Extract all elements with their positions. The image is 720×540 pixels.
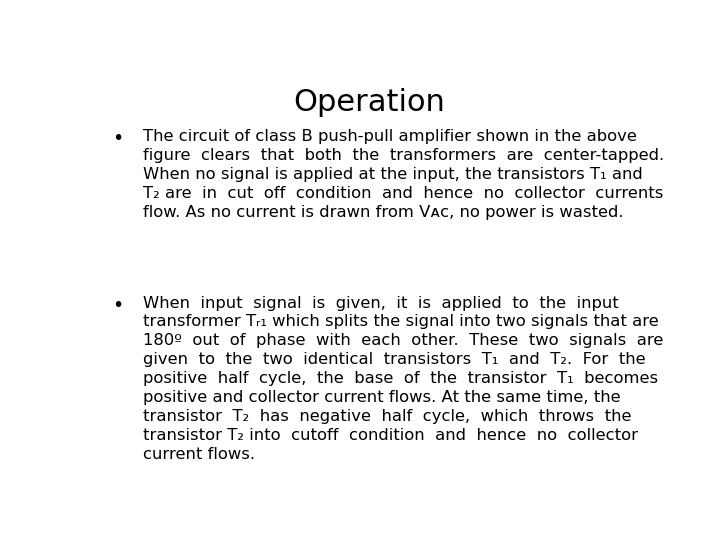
- Text: transistor T₂ into  cutoff  condition  and  hence  no  collector: transistor T₂ into cutoff condition and …: [143, 428, 638, 443]
- Text: flow. As no current is drawn from Vᴀᴄ, no power is wasted.: flow. As no current is drawn from Vᴀᴄ, n…: [143, 205, 624, 220]
- Text: positive and collector current flows. At the same time, the: positive and collector current flows. At…: [143, 390, 621, 405]
- Text: •: •: [112, 129, 124, 149]
- Text: figure  clears  that  both  the  transformers  are  center-tapped.: figure clears that both the transformers…: [143, 148, 664, 163]
- Text: 180º  out  of  phase  with  each  other.  These  two  signals  are: 180º out of phase with each other. These…: [143, 333, 663, 348]
- Text: given  to  the  two  identical  transistors  T₁  and  T₂.  For  the: given to the two identical transistors T…: [143, 353, 646, 367]
- Text: positive  half  cycle,  the  base  of  the  transistor  T₁  becomes: positive half cycle, the base of the tra…: [143, 372, 658, 386]
- Text: When no signal is applied at the input, the transistors T₁ and: When no signal is applied at the input, …: [143, 167, 643, 182]
- Text: •: •: [112, 295, 124, 315]
- Text: transistor  T₂  has  negative  half  cycle,  which  throws  the: transistor T₂ has negative half cycle, w…: [143, 409, 631, 424]
- Text: current flows.: current flows.: [143, 447, 255, 462]
- Text: Operation: Operation: [293, 87, 445, 117]
- Text: When  input  signal  is  given,  it  is  applied  to  the  input: When input signal is given, it is applie…: [143, 295, 618, 310]
- Text: The circuit of class B push-pull amplifier shown in the above: The circuit of class B push-pull amplifi…: [143, 129, 637, 144]
- Text: T₂ are  in  cut  off  condition  and  hence  no  collector  currents: T₂ are in cut off condition and hence no…: [143, 186, 663, 201]
- Text: transformer Tᵣ₁ which splits the signal into two signals that are: transformer Tᵣ₁ which splits the signal …: [143, 314, 659, 329]
